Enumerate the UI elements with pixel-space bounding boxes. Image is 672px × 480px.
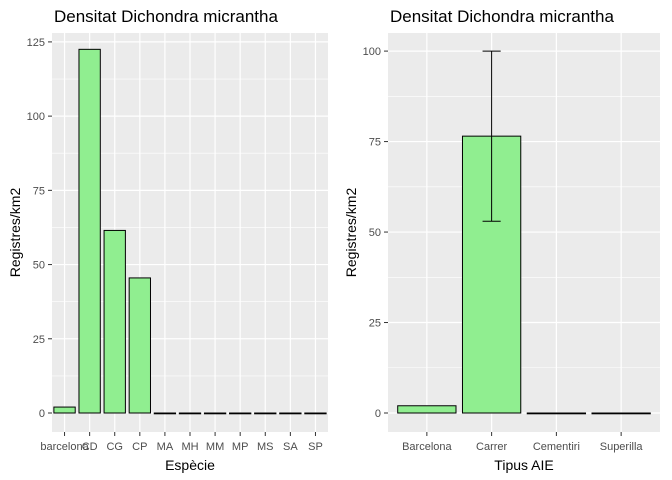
- x-tick-label: SP: [308, 441, 323, 453]
- y-tick-label: 100: [363, 46, 381, 58]
- y-tick-label: 25: [369, 318, 381, 330]
- chart-title: Densitat Dichondra micrantha: [54, 7, 278, 26]
- bar-mh: [178, 412, 202, 415]
- bar-ms: [254, 412, 277, 415]
- x-axis-title: Tipus AIE: [494, 457, 553, 473]
- x-tick-label: MM: [206, 441, 224, 453]
- bar-cd: [78, 48, 101, 414]
- chart-panel-2: 0 25 50 75 100 Barcelona Carrer Cementiri Superi…: [343, 7, 660, 473]
- y-axis-title: Registres/km2: [7, 188, 23, 278]
- y-axis-title: Registres/km2: [343, 188, 359, 278]
- y-tick-label: 75: [33, 185, 45, 197]
- y-tick-label: 100: [27, 111, 45, 123]
- bar-ma: [153, 412, 177, 415]
- x-tick-label: Barcelona: [402, 441, 452, 453]
- y-tick-label: 25: [33, 334, 45, 346]
- bar-mm: [203, 412, 227, 415]
- x-tick-label: Superilla: [600, 441, 644, 453]
- bar-cementiri: [526, 412, 587, 415]
- bar-barcelona: [53, 406, 76, 414]
- bar-barcelona: [397, 405, 457, 414]
- x-tick-label: barcelona: [40, 441, 89, 453]
- bar-sp: [304, 412, 327, 415]
- x-tick-label: MA: [157, 441, 174, 453]
- x-tick-label: MP: [232, 441, 249, 453]
- x-tick-label: Carrer: [476, 441, 508, 453]
- x-tick-label: SA: [283, 441, 298, 453]
- x-tick-label: MH: [181, 441, 198, 453]
- chart-title: Densitat Dichondra micrantha: [390, 7, 614, 26]
- bar-cg: [103, 229, 126, 414]
- x-tick-label: CD: [82, 441, 98, 453]
- x-axis-title: Espècie: [165, 457, 215, 473]
- bar-sa: [279, 412, 302, 415]
- bar-superilla: [591, 412, 651, 415]
- bar-mp: [229, 412, 252, 415]
- y-tick-label: 0: [39, 408, 45, 420]
- x-tick-label: CG: [106, 441, 123, 453]
- y-tick-label: 50: [369, 227, 381, 239]
- y-tick-label: 0: [375, 408, 381, 420]
- x-tick-label: CP: [132, 441, 147, 453]
- y-tick-label: 125: [27, 37, 45, 49]
- y-tick-label: 75: [369, 137, 381, 149]
- bar-cp: [128, 277, 151, 414]
- y-tick-label: 50: [33, 260, 45, 272]
- x-tick-label: MS: [257, 441, 274, 453]
- x-tick-label: Cementiri: [533, 441, 580, 453]
